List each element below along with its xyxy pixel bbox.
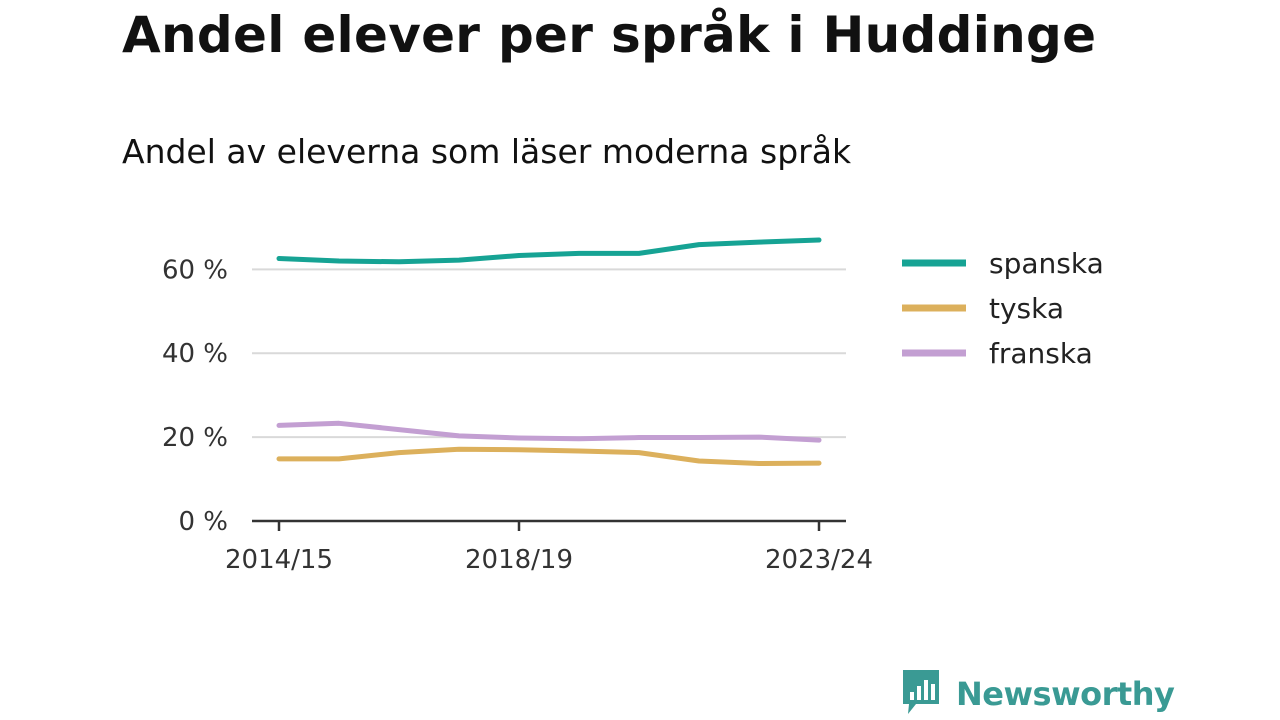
y-tick-label: 20 % — [162, 423, 228, 453]
y-tick-label: 0 % — [178, 507, 228, 537]
legend-label-spanska: spanska — [989, 247, 1104, 280]
series-line-spanska — [276, 237, 822, 265]
y-tick-label: 60 % — [162, 255, 228, 285]
series-line-tyska — [276, 446, 822, 466]
x-tick-label: 2018/19 — [465, 545, 573, 575]
x-tick-label: 2023/24 — [765, 545, 873, 575]
legend-label-tyska: tyska — [989, 292, 1064, 325]
x-tick-label: 2014/15 — [225, 545, 333, 575]
newsworthy-logo-icon — [900, 668, 942, 720]
brand-logo: Newsworthy — [900, 668, 1175, 720]
chart-subtitle: Andel av eleverna som läser moderna språ… — [122, 132, 852, 171]
legend-label-franska: franska — [989, 337, 1093, 370]
chart-title: Andel elever per språk i Huddinge — [122, 6, 1097, 64]
series-line-franska — [276, 420, 822, 443]
brand-name: Newsworthy — [956, 675, 1175, 713]
y-tick-label: 40 % — [162, 339, 228, 369]
